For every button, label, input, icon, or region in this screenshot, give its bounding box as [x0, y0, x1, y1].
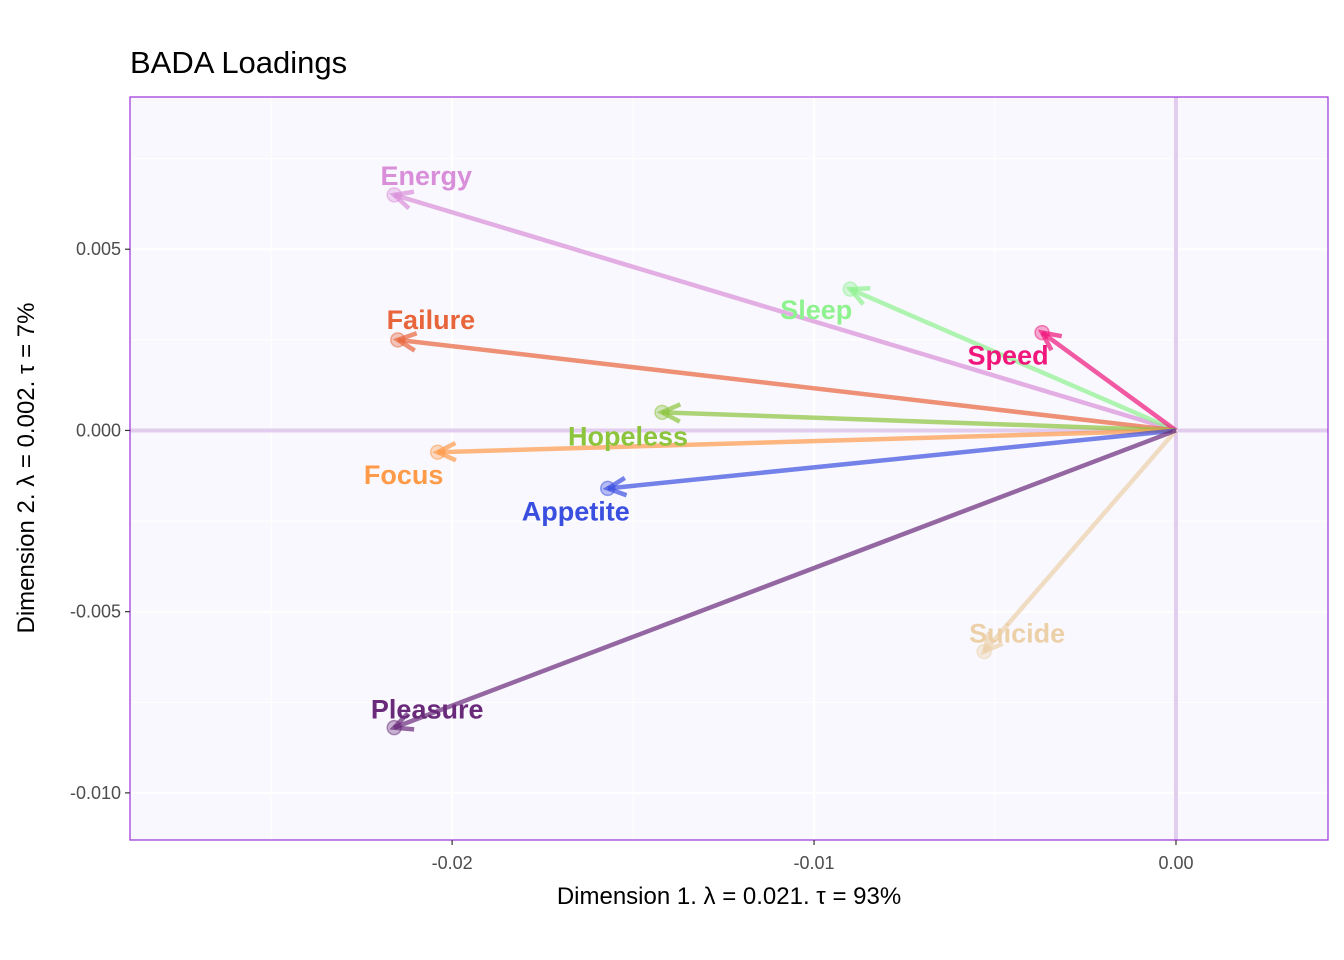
arrowhead-speed: [1037, 329, 1063, 352]
y-tick-label: -0.010: [70, 783, 121, 803]
loading-arrows: [386, 187, 1178, 736]
arrow-appetite: [607, 428, 1177, 491]
arrowhead-pleasure: [389, 711, 415, 732]
arrow-failure: [397, 337, 1177, 433]
arrowhead-energy: [389, 189, 415, 211]
point-speed: [1034, 324, 1050, 341]
y-tick-label: 0.005: [76, 239, 121, 259]
chart-title: BADA Loadings: [130, 45, 347, 80]
point-failure: [390, 332, 406, 348]
label-hopeless: Hopeless: [568, 421, 688, 451]
arrowhead-suicide: [980, 631, 1004, 656]
label-sleep: Sleep: [780, 295, 852, 325]
x-tick-label: -0.01: [794, 853, 835, 873]
arrow-focus: [437, 428, 1177, 455]
y-axis-title: Dimension 2. λ = 0.002. τ = 7%: [13, 303, 40, 634]
axes: -0.02 -0.01 0.00 0.005 0.000 -0.005 -0.010: [70, 239, 1194, 873]
arrow-pleasure: [393, 428, 1177, 730]
point-sleep: [842, 281, 858, 297]
x-tick-label: 0.00: [1158, 853, 1193, 873]
label-pleasure: Pleasure: [371, 695, 484, 725]
point-appetite: [600, 480, 616, 497]
x-axis-title: Dimension 1. λ = 0.021. τ = 93%: [557, 883, 901, 910]
arrow-sleep: [849, 287, 1177, 433]
point-energy: [386, 187, 402, 203]
x-tick-label: -0.02: [432, 853, 473, 873]
arrowhead-hopeless: [656, 402, 682, 424]
point-hopeless: [654, 404, 670, 421]
point-suicide: [976, 643, 992, 660]
point-pleasure: [386, 719, 402, 736]
arrowhead-focus: [432, 440, 457, 463]
arrowhead-appetite: [602, 476, 628, 498]
label-suicide: Suicide: [969, 619, 1065, 649]
arrow-energy: [393, 192, 1177, 433]
arrow-suicide: [982, 428, 1178, 654]
arrow-speed: [1040, 330, 1178, 433]
arrowhead-failure: [392, 331, 418, 353]
arrow-hopeless: [661, 410, 1177, 433]
label-appetite: Appetite: [522, 496, 630, 526]
plot-panel: [130, 97, 1328, 840]
panel-border: [129, 96, 1329, 841]
point-focus: [429, 444, 446, 460]
label-speed: Speed: [968, 341, 1049, 371]
label-energy: Energy: [380, 161, 472, 191]
y-tick-label: -0.005: [70, 602, 121, 622]
point-labels: Energy Sleep Speed Failure Hopeless Focus Appe…: [364, 161, 1065, 725]
label-focus: Focus: [364, 460, 444, 490]
label-failure: Failure: [387, 305, 476, 335]
y-tick-label: 0.000: [76, 420, 121, 440]
arrowhead-sleep: [845, 286, 871, 306]
